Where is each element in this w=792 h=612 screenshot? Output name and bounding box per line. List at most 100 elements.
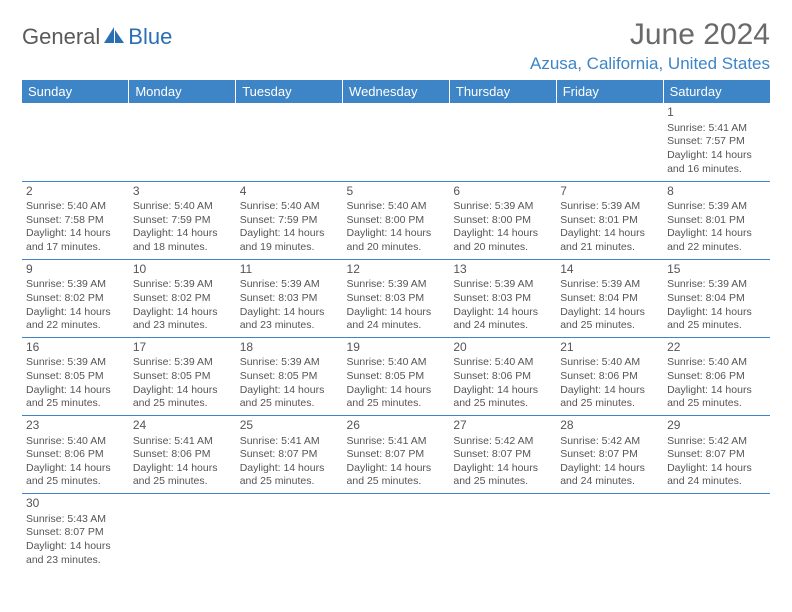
day-number: 18 xyxy=(240,340,339,356)
day-number: 16 xyxy=(26,340,125,356)
logo: General Blue xyxy=(22,24,172,50)
sunrise-text: Sunrise: 5:40 AM xyxy=(26,435,125,449)
calendar-row: 9Sunrise: 5:39 AMSunset: 8:02 PMDaylight… xyxy=(22,259,770,337)
day-number: 6 xyxy=(453,184,552,200)
calendar-cell xyxy=(343,494,450,572)
day-number: 9 xyxy=(26,262,125,278)
sunrise-text: Sunrise: 5:42 AM xyxy=(453,435,552,449)
header: General Blue June 2024 Azusa, California… xyxy=(22,18,770,74)
calendar-cell: 6Sunrise: 5:39 AMSunset: 8:00 PMDaylight… xyxy=(449,181,556,259)
daylight-text: Daylight: 14 hours and 21 minutes. xyxy=(560,227,659,254)
day-header: Wednesday xyxy=(343,80,450,103)
calendar-cell: 15Sunrise: 5:39 AMSunset: 8:04 PMDayligh… xyxy=(663,259,770,337)
sunset-text: Sunset: 8:03 PM xyxy=(240,292,339,306)
day-number: 13 xyxy=(453,262,552,278)
sunrise-text: Sunrise: 5:39 AM xyxy=(560,200,659,214)
day-header: Saturday xyxy=(663,80,770,103)
sunrise-text: Sunrise: 5:40 AM xyxy=(453,356,552,370)
daylight-text: Daylight: 14 hours and 25 minutes. xyxy=(240,462,339,489)
calendar-cell xyxy=(236,103,343,181)
sunrise-text: Sunrise: 5:43 AM xyxy=(26,513,125,527)
daylight-text: Daylight: 14 hours and 23 minutes. xyxy=(26,540,125,567)
daylight-text: Daylight: 14 hours and 24 minutes. xyxy=(347,306,446,333)
daylight-text: Daylight: 14 hours and 25 minutes. xyxy=(667,384,766,411)
calendar-cell: 23Sunrise: 5:40 AMSunset: 8:06 PMDayligh… xyxy=(22,415,129,493)
day-number: 11 xyxy=(240,262,339,278)
sunrise-text: Sunrise: 5:39 AM xyxy=(667,200,766,214)
day-number: 3 xyxy=(133,184,232,200)
sunrise-text: Sunrise: 5:39 AM xyxy=(560,278,659,292)
sunrise-text: Sunrise: 5:40 AM xyxy=(667,356,766,370)
calendar-cell: 17Sunrise: 5:39 AMSunset: 8:05 PMDayligh… xyxy=(129,337,236,415)
day-number: 2 xyxy=(26,184,125,200)
sunrise-text: Sunrise: 5:39 AM xyxy=(133,356,232,370)
day-header: Friday xyxy=(556,80,663,103)
daylight-text: Daylight: 14 hours and 25 minutes. xyxy=(560,384,659,411)
daylight-text: Daylight: 14 hours and 24 minutes. xyxy=(667,462,766,489)
sunrise-text: Sunrise: 5:41 AM xyxy=(667,122,766,136)
day-number: 1 xyxy=(667,105,766,121)
day-number: 28 xyxy=(560,418,659,434)
sunset-text: Sunset: 8:06 PM xyxy=(453,370,552,384)
calendar-cell: 28Sunrise: 5:42 AMSunset: 8:07 PMDayligh… xyxy=(556,415,663,493)
calendar-cell: 2Sunrise: 5:40 AMSunset: 7:58 PMDaylight… xyxy=(22,181,129,259)
day-number: 4 xyxy=(240,184,339,200)
sunrise-text: Sunrise: 5:39 AM xyxy=(347,278,446,292)
calendar-cell: 27Sunrise: 5:42 AMSunset: 8:07 PMDayligh… xyxy=(449,415,556,493)
calendar-row: 2Sunrise: 5:40 AMSunset: 7:58 PMDaylight… xyxy=(22,181,770,259)
calendar-cell: 9Sunrise: 5:39 AMSunset: 8:02 PMDaylight… xyxy=(22,259,129,337)
logo-text-2: Blue xyxy=(128,24,172,50)
calendar-cell: 26Sunrise: 5:41 AMSunset: 8:07 PMDayligh… xyxy=(343,415,450,493)
day-header: Monday xyxy=(129,80,236,103)
calendar-cell: 11Sunrise: 5:39 AMSunset: 8:03 PMDayligh… xyxy=(236,259,343,337)
daylight-text: Daylight: 14 hours and 23 minutes. xyxy=(240,306,339,333)
sunset-text: Sunset: 8:03 PM xyxy=(347,292,446,306)
calendar-cell: 22Sunrise: 5:40 AMSunset: 8:06 PMDayligh… xyxy=(663,337,770,415)
calendar-cell: 25Sunrise: 5:41 AMSunset: 8:07 PMDayligh… xyxy=(236,415,343,493)
day-number: 19 xyxy=(347,340,446,356)
day-number: 26 xyxy=(347,418,446,434)
daylight-text: Daylight: 14 hours and 24 minutes. xyxy=(560,462,659,489)
calendar-table: Sunday Monday Tuesday Wednesday Thursday… xyxy=(22,80,770,572)
daylight-text: Daylight: 14 hours and 22 minutes. xyxy=(26,306,125,333)
calendar-cell xyxy=(556,494,663,572)
day-header: Tuesday xyxy=(236,80,343,103)
sunset-text: Sunset: 8:02 PM xyxy=(26,292,125,306)
sunrise-text: Sunrise: 5:41 AM xyxy=(240,435,339,449)
daylight-text: Daylight: 14 hours and 25 minutes. xyxy=(667,306,766,333)
sunset-text: Sunset: 8:07 PM xyxy=(347,448,446,462)
daylight-text: Daylight: 14 hours and 25 minutes. xyxy=(133,462,232,489)
day-number: 21 xyxy=(560,340,659,356)
day-header: Thursday xyxy=(449,80,556,103)
sunset-text: Sunset: 8:07 PM xyxy=(453,448,552,462)
sunset-text: Sunset: 7:59 PM xyxy=(240,214,339,228)
sunrise-text: Sunrise: 5:41 AM xyxy=(133,435,232,449)
day-number: 5 xyxy=(347,184,446,200)
calendar-cell: 3Sunrise: 5:40 AMSunset: 7:59 PMDaylight… xyxy=(129,181,236,259)
sunset-text: Sunset: 7:58 PM xyxy=(26,214,125,228)
daylight-text: Daylight: 14 hours and 25 minutes. xyxy=(453,384,552,411)
calendar-cell xyxy=(236,494,343,572)
sunset-text: Sunset: 8:05 PM xyxy=(240,370,339,384)
sunset-text: Sunset: 8:05 PM xyxy=(133,370,232,384)
daylight-text: Daylight: 14 hours and 17 minutes. xyxy=(26,227,125,254)
day-number: 22 xyxy=(667,340,766,356)
sunset-text: Sunset: 8:07 PM xyxy=(240,448,339,462)
sunrise-text: Sunrise: 5:39 AM xyxy=(453,200,552,214)
calendar-cell: 18Sunrise: 5:39 AMSunset: 8:05 PMDayligh… xyxy=(236,337,343,415)
daylight-text: Daylight: 14 hours and 25 minutes. xyxy=(347,462,446,489)
calendar-row: 30Sunrise: 5:43 AMSunset: 8:07 PMDayligh… xyxy=(22,494,770,572)
calendar-cell xyxy=(663,494,770,572)
sunset-text: Sunset: 8:04 PM xyxy=(560,292,659,306)
sunset-text: Sunset: 8:05 PM xyxy=(26,370,125,384)
calendar-cell xyxy=(449,494,556,572)
sunset-text: Sunset: 7:59 PM xyxy=(133,214,232,228)
sunrise-text: Sunrise: 5:39 AM xyxy=(453,278,552,292)
day-number: 15 xyxy=(667,262,766,278)
calendar-row: 16Sunrise: 5:39 AMSunset: 8:05 PMDayligh… xyxy=(22,337,770,415)
calendar-cell: 24Sunrise: 5:41 AMSunset: 8:06 PMDayligh… xyxy=(129,415,236,493)
day-number: 23 xyxy=(26,418,125,434)
sunrise-text: Sunrise: 5:41 AM xyxy=(347,435,446,449)
sunrise-text: Sunrise: 5:40 AM xyxy=(240,200,339,214)
sunset-text: Sunset: 8:06 PM xyxy=(560,370,659,384)
